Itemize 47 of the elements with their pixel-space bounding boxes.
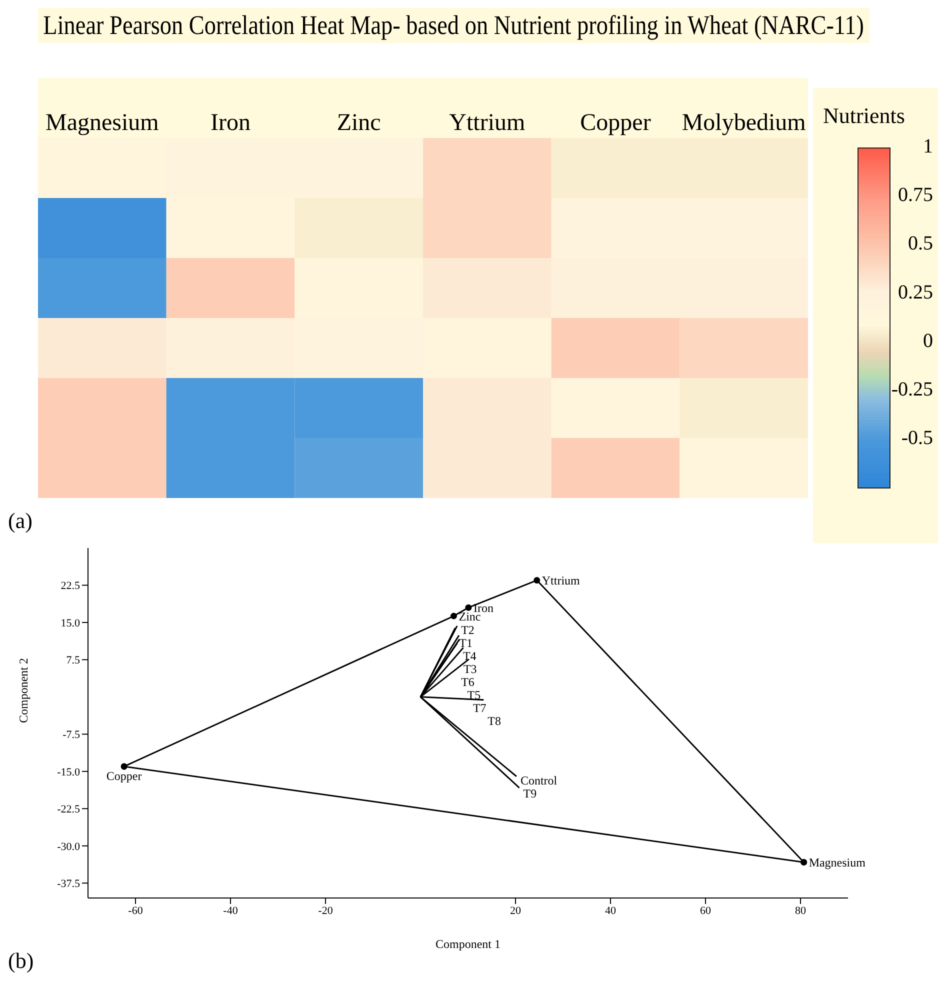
x-tick-label: -40	[223, 904, 238, 917]
x-tick-label: -60	[128, 904, 144, 917]
y-axis-title: Component 2	[16, 658, 30, 723]
color-bar-label: 0.25	[898, 281, 933, 304]
x-tick-label: Copper	[580, 110, 651, 136]
x-tick-label: 20	[510, 904, 522, 917]
text: T5	[467, 688, 481, 702]
series-label: T3	[463, 662, 477, 676]
color-bar-label: 0.5	[908, 232, 933, 255]
series-label: T4	[462, 648, 476, 663]
text: (a)	[8, 508, 32, 534]
y-tick-label: 22.5	[60, 580, 80, 592]
y-tick-label: 15.0	[60, 617, 80, 630]
series-label: T8	[488, 714, 502, 728]
chart-title: Linear Pearson Correlation Heat Map- based on Nutrient profiling in Wheat (NARC-11)	[38, 8, 870, 43]
y-tick-label: -15.0	[57, 766, 80, 778]
series-label: T6	[461, 674, 474, 689]
series-label: Control	[520, 773, 558, 788]
x-tick-label: Magnesium	[46, 110, 160, 136]
series-label: T1	[459, 636, 473, 650]
y-tick-label: -37.5	[57, 878, 80, 890]
annotation: Yttrium	[542, 574, 581, 588]
x-tick-label: Yttrium	[449, 110, 526, 136]
x-tick-label: 40	[605, 904, 616, 917]
annotation: Magnesium	[808, 856, 866, 870]
color-bar-title: Nutrients	[823, 103, 905, 128]
series-label: T2	[461, 622, 474, 637]
x-tick-label: 80	[795, 904, 806, 917]
x-tick-label: Iron	[210, 110, 250, 136]
x-tick-label: 60	[700, 904, 712, 917]
series-label: T9	[523, 786, 537, 800]
color-bar-label: 0	[923, 330, 933, 352]
y-tick-label: 7.5	[66, 654, 80, 667]
x-axis-title: Component 1	[436, 937, 500, 951]
x-tick-label: Molybedium	[682, 110, 806, 136]
color-bar-label: 1	[923, 136, 933, 158]
color-bar-label: -0.5	[901, 427, 933, 450]
color-bar-label: -0.25	[891, 378, 933, 400]
text: T7	[472, 700, 486, 715]
y-tick-label: -7.5	[62, 729, 80, 742]
y-tick-label: -30.0	[57, 840, 80, 853]
y-tick-label: -22.5	[57, 804, 80, 816]
annotation: Copper	[106, 768, 142, 783]
x-tick-label: Zinc	[336, 110, 381, 136]
x-tick-label: -20	[318, 904, 334, 917]
text: (b)	[8, 948, 34, 974]
color-bar-label: 0.75	[898, 184, 933, 206]
